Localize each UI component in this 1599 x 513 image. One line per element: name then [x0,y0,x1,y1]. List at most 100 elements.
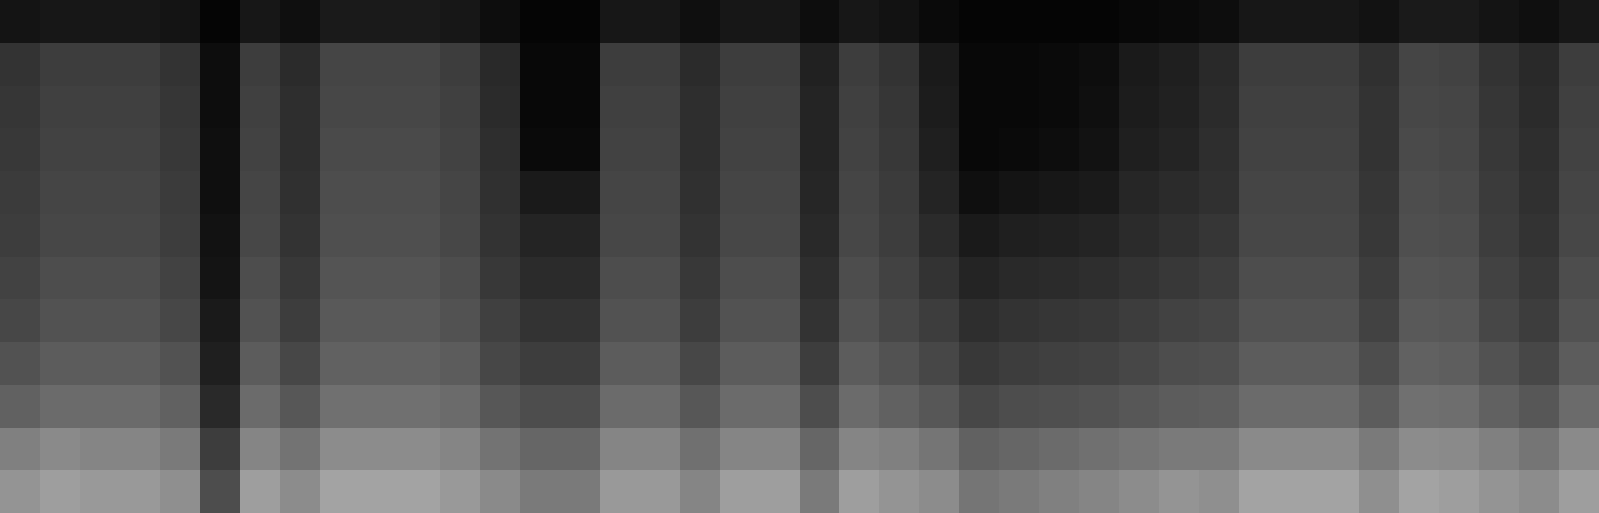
cell [720,214,760,257]
cell [1319,428,1359,470]
cell [959,86,999,128]
cell [1279,428,1319,470]
cell [1359,470,1399,513]
cell [280,43,320,86]
cell [1559,257,1599,299]
cell [440,342,480,385]
cell [120,470,160,513]
cell [80,257,120,299]
cell [1239,0,1279,43]
cell [360,0,400,43]
cell [320,342,360,385]
cell [160,86,200,128]
cell [919,128,959,171]
cell [1439,128,1479,171]
cell [1119,43,1159,86]
cell [440,43,480,86]
cell [160,171,200,214]
cell [1119,0,1159,43]
cell [879,171,919,214]
cell [560,86,600,128]
cell [1079,86,1119,128]
cell [839,43,879,86]
cell [680,171,720,214]
cell [520,470,560,513]
cell [1439,428,1479,470]
cell [0,0,40,43]
cell [839,470,879,513]
cell [720,299,760,342]
cell [1039,299,1079,342]
cell [0,214,40,257]
cell [1559,128,1599,171]
cell [1359,299,1399,342]
cell [1479,128,1519,171]
cell [1359,342,1399,385]
cell [800,342,839,385]
cell [120,257,160,299]
cell [360,128,400,171]
cell [839,171,879,214]
cell [0,86,40,128]
cell [160,470,200,513]
cell [0,43,40,86]
cell [1039,43,1079,86]
cell [200,128,240,171]
cell [480,214,520,257]
cell [440,257,480,299]
cell [1279,470,1319,513]
cell [1199,0,1239,43]
cell [800,299,839,342]
cell [280,385,320,428]
cell [240,470,280,513]
cell [1159,43,1199,86]
cell [1519,86,1559,128]
cell [800,86,839,128]
cell [1479,86,1519,128]
cell [919,257,959,299]
cell [680,428,720,470]
cell [1239,428,1279,470]
cell [40,385,80,428]
cell [560,43,600,86]
cell [1399,342,1439,385]
cell [1199,43,1239,86]
cell [200,299,240,342]
cell [200,43,240,86]
cell [520,214,560,257]
cell [1239,214,1279,257]
cell [1519,43,1559,86]
cell [640,0,680,43]
cell [1399,0,1439,43]
cell [440,0,480,43]
cell [1559,0,1599,43]
cell [1079,299,1119,342]
cell [1359,171,1399,214]
cell [919,0,959,43]
cell [959,43,999,86]
cell [1239,86,1279,128]
cell [1159,385,1199,428]
cell [80,299,120,342]
cell [1359,257,1399,299]
cell [1319,214,1359,257]
cell [680,43,720,86]
cell [1199,299,1239,342]
cell [400,214,440,257]
cell [760,171,800,214]
cell [520,299,560,342]
cell [600,214,640,257]
cell [360,428,400,470]
cell [1119,128,1159,171]
cell [760,257,800,299]
cell [1279,43,1319,86]
cell [1519,0,1559,43]
cell [1519,214,1559,257]
cell [1519,171,1559,214]
cell [800,385,839,428]
cell [839,299,879,342]
cell [400,257,440,299]
cell [1559,385,1599,428]
cell [919,470,959,513]
cell [720,0,760,43]
